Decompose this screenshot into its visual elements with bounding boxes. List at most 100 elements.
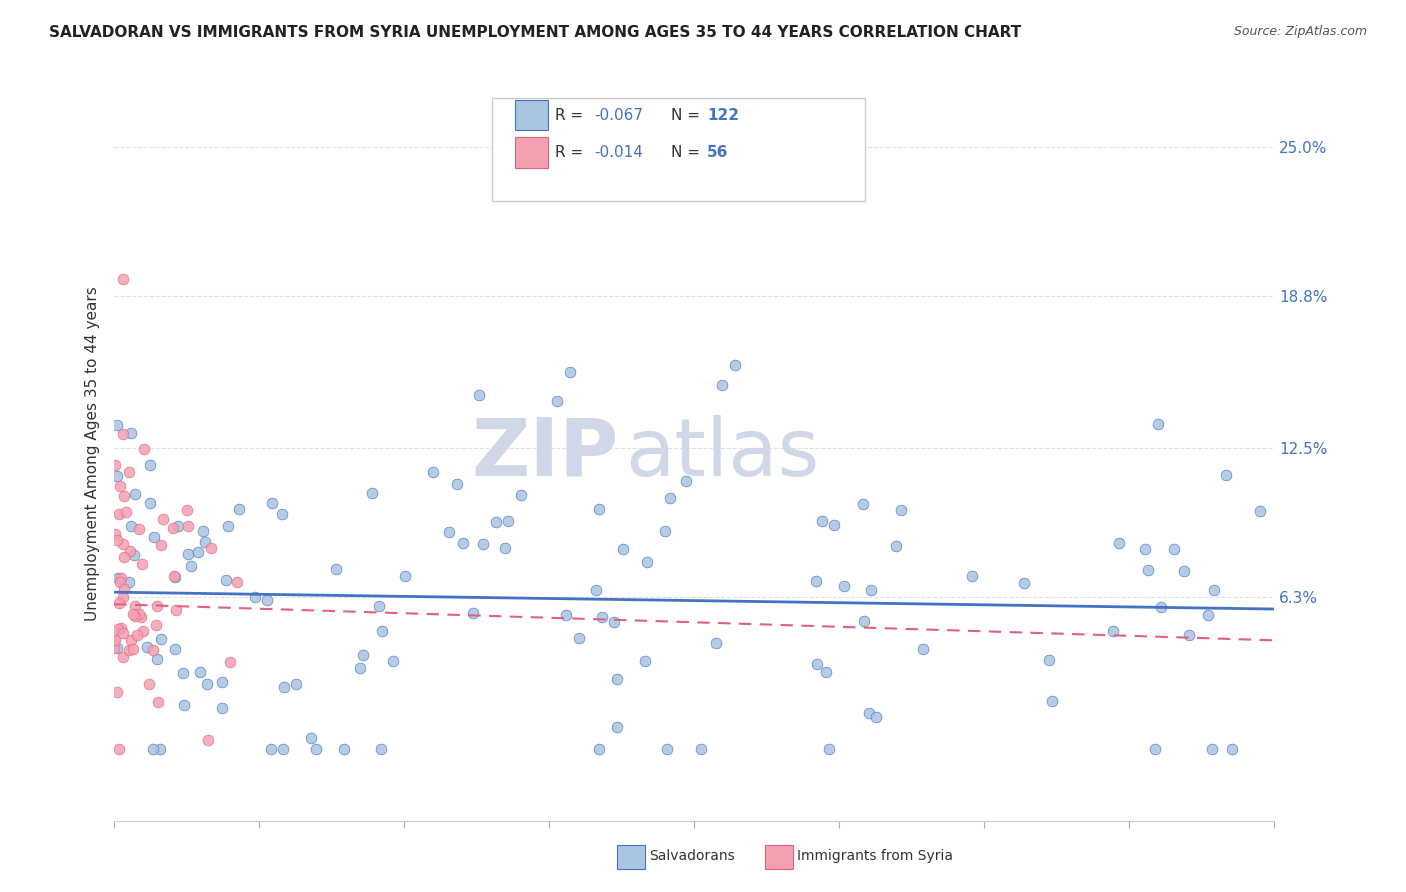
Point (890, 503, 912, 517)
Point (588, 741, 610, 756)
Point (1178, 628, 1201, 642)
Point (546, 394, 568, 409)
Point (146, 599, 169, 614)
Point (120, 426, 142, 441)
Point (273, 741, 295, 756)
Point (142, 531, 165, 545)
Point (560, 365, 582, 379)
Point (172, 666, 194, 681)
Point (197, 733, 219, 747)
Point (110, 574, 132, 589)
Point (163, 641, 186, 656)
Point (110, 479, 132, 493)
Point (112, 489, 135, 503)
Point (194, 535, 217, 549)
Point (191, 524, 214, 538)
Point (111, 625, 134, 640)
Point (911, 641, 934, 656)
Point (135, 640, 157, 654)
Text: Immigrants from Syria: Immigrants from Syria (797, 849, 953, 863)
Point (461, 606, 484, 620)
Point (305, 741, 328, 756)
Point (711, 378, 734, 392)
Point (361, 486, 384, 500)
Point (124, 609, 146, 624)
Point (1173, 564, 1195, 578)
Point (299, 731, 322, 745)
Text: -0.067: -0.067 (595, 108, 644, 122)
Text: N =: N = (671, 108, 704, 122)
Point (325, 562, 347, 576)
Point (129, 609, 152, 624)
Point (162, 521, 184, 535)
Point (960, 569, 983, 583)
Point (142, 643, 165, 657)
Text: R =: R = (555, 108, 589, 122)
Point (103, 641, 125, 656)
Point (1012, 576, 1035, 591)
Point (105, 533, 128, 548)
Point (187, 545, 209, 559)
Point (509, 487, 531, 501)
Point (112, 650, 135, 665)
Point (256, 593, 278, 607)
Point (689, 741, 711, 756)
Point (177, 547, 200, 561)
Point (657, 741, 679, 756)
Point (176, 502, 198, 516)
Point (149, 741, 172, 756)
Point (1133, 541, 1156, 556)
Point (128, 522, 150, 536)
Point (118, 465, 141, 479)
Point (131, 557, 153, 571)
Point (494, 541, 516, 556)
Text: R =: R = (555, 145, 589, 160)
Point (132, 624, 155, 638)
Point (111, 537, 134, 551)
Point (273, 680, 295, 694)
Point (107, 571, 129, 585)
Point (437, 524, 460, 539)
Point (271, 508, 294, 522)
Point (195, 676, 218, 690)
Point (104, 527, 127, 541)
Point (132, 442, 155, 456)
Point (105, 641, 128, 656)
Point (852, 497, 875, 511)
Point (167, 519, 190, 533)
Text: atlas: atlas (624, 415, 820, 492)
Point (139, 496, 162, 510)
Point (606, 720, 628, 734)
Point (1202, 583, 1225, 598)
Point (105, 418, 128, 433)
Point (471, 537, 494, 551)
Point (606, 672, 628, 686)
Point (177, 519, 200, 533)
Point (555, 608, 578, 623)
Point (152, 511, 174, 525)
Point (180, 559, 202, 574)
Point (127, 628, 149, 642)
Point (112, 427, 135, 442)
Point (422, 465, 444, 479)
Point (228, 502, 250, 516)
Text: 122: 122 (707, 108, 740, 122)
Point (817, 741, 839, 756)
Point (394, 569, 416, 583)
Point (107, 623, 129, 637)
Point (217, 519, 239, 533)
Point (1038, 653, 1060, 667)
Point (150, 632, 173, 646)
Point (446, 477, 468, 491)
Point (259, 741, 281, 756)
Point (150, 538, 173, 552)
Point (105, 469, 128, 483)
Point (368, 599, 391, 613)
Point (468, 388, 491, 402)
Point (112, 582, 135, 596)
Point (110, 621, 132, 635)
Point (120, 519, 142, 533)
Point (349, 660, 371, 674)
Point (108, 741, 131, 756)
Text: Salvadorans: Salvadorans (650, 849, 735, 863)
